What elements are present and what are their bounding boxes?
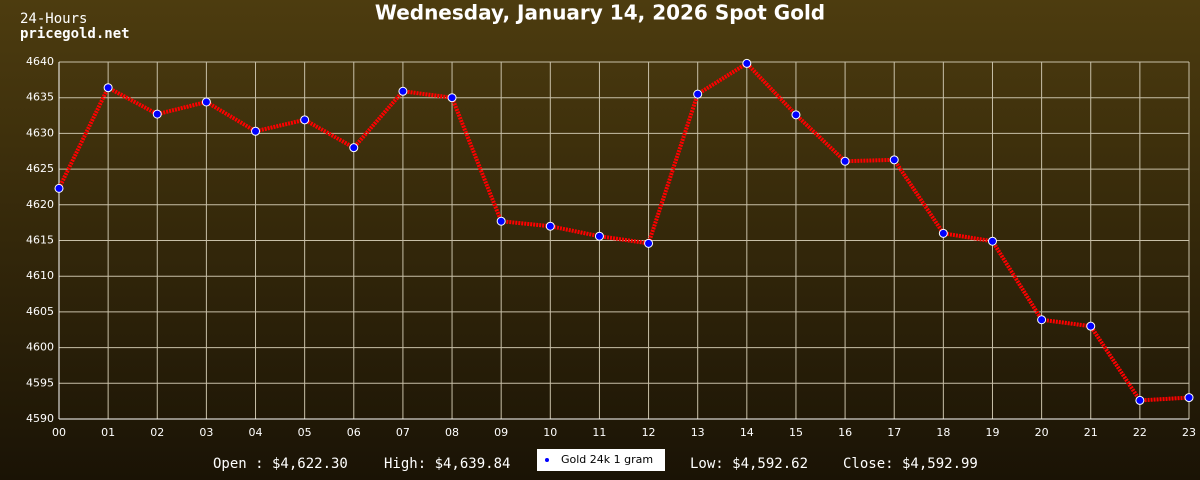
data-point <box>987 236 997 246</box>
x-tick-label: 05 <box>298 426 312 439</box>
data-point <box>152 109 162 119</box>
data-point <box>1037 315 1047 325</box>
x-tick-label: 14 <box>740 426 754 439</box>
y-tick-label: 4640 <box>26 55 54 68</box>
corner-text: pricegold.net <box>20 26 130 42</box>
stat-text: Close: $4,592.99 <box>843 456 978 472</box>
series-line <box>57 60 1190 403</box>
y-tick-label: 4630 <box>26 126 54 139</box>
corner-text: 24-Hours <box>20 11 87 27</box>
stat-text: Open : $4,622.30 <box>213 456 348 472</box>
data-point <box>447 93 457 103</box>
stat-text: Low: $4,592.62 <box>690 456 808 472</box>
y-tick-label: 4620 <box>26 198 54 211</box>
y-tick-label: 4615 <box>26 234 54 247</box>
data-point <box>300 115 310 125</box>
chart-title: Wednesday, January 14, 2026 Spot Gold <box>375 1 825 25</box>
data-point <box>54 183 64 193</box>
y-tick-label: 4635 <box>26 91 54 104</box>
data-point <box>1184 393 1194 403</box>
x-tick-label: 16 <box>838 426 852 439</box>
data-point <box>644 238 654 248</box>
x-tick-label: 15 <box>789 426 803 439</box>
y-tick-label: 4610 <box>26 269 54 282</box>
x-tick-label: 01 <box>101 426 115 439</box>
x-tick-label: 17 <box>887 426 901 439</box>
x-tick-label: 13 <box>691 426 705 439</box>
data-point <box>398 86 408 96</box>
stat-text: High: $4,639.84 <box>384 456 510 472</box>
x-tick-label: 11 <box>592 426 606 439</box>
data-point <box>693 89 703 99</box>
data-point <box>1086 321 1096 331</box>
x-tick-label: 23 <box>1182 426 1196 439</box>
data-point <box>349 143 359 153</box>
data-point <box>1135 395 1145 405</box>
x-tick-label: 00 <box>52 426 66 439</box>
data-point <box>201 97 211 107</box>
x-tick-label: 10 <box>543 426 557 439</box>
legend-label: Gold 24k 1 gram <box>561 453 653 466</box>
legend-box <box>537 449 665 471</box>
data-point <box>791 110 801 120</box>
y-tick-label: 4595 <box>26 376 54 389</box>
data-point <box>889 155 899 165</box>
x-tick-label: 12 <box>642 426 656 439</box>
x-tick-label: 08 <box>445 426 459 439</box>
x-tick-label: 22 <box>1133 426 1147 439</box>
legend-marker <box>545 458 549 462</box>
x-tick-label: 09 <box>494 426 508 439</box>
y-tick-label: 4590 <box>26 412 54 425</box>
x-tick-label: 02 <box>150 426 164 439</box>
x-tick-label: 19 <box>985 426 999 439</box>
x-tick-label: 04 <box>249 426 263 439</box>
data-point <box>251 126 261 136</box>
x-tick-label: 20 <box>1035 426 1049 439</box>
data-point <box>742 58 752 68</box>
data-point <box>938 228 948 238</box>
x-tick-label: 21 <box>1084 426 1098 439</box>
x-tick-label: 03 <box>199 426 213 439</box>
x-tick-label: 18 <box>936 426 950 439</box>
y-tick-label: 4625 <box>26 162 54 175</box>
data-point <box>103 83 113 93</box>
x-tick-label: 07 <box>396 426 410 439</box>
data-point <box>594 231 604 241</box>
data-point <box>840 156 850 166</box>
y-tick-label: 4600 <box>26 341 54 354</box>
x-tick-label: 06 <box>347 426 361 439</box>
y-tick-label: 4605 <box>26 305 54 318</box>
data-point <box>496 216 506 226</box>
data-point <box>545 221 555 231</box>
